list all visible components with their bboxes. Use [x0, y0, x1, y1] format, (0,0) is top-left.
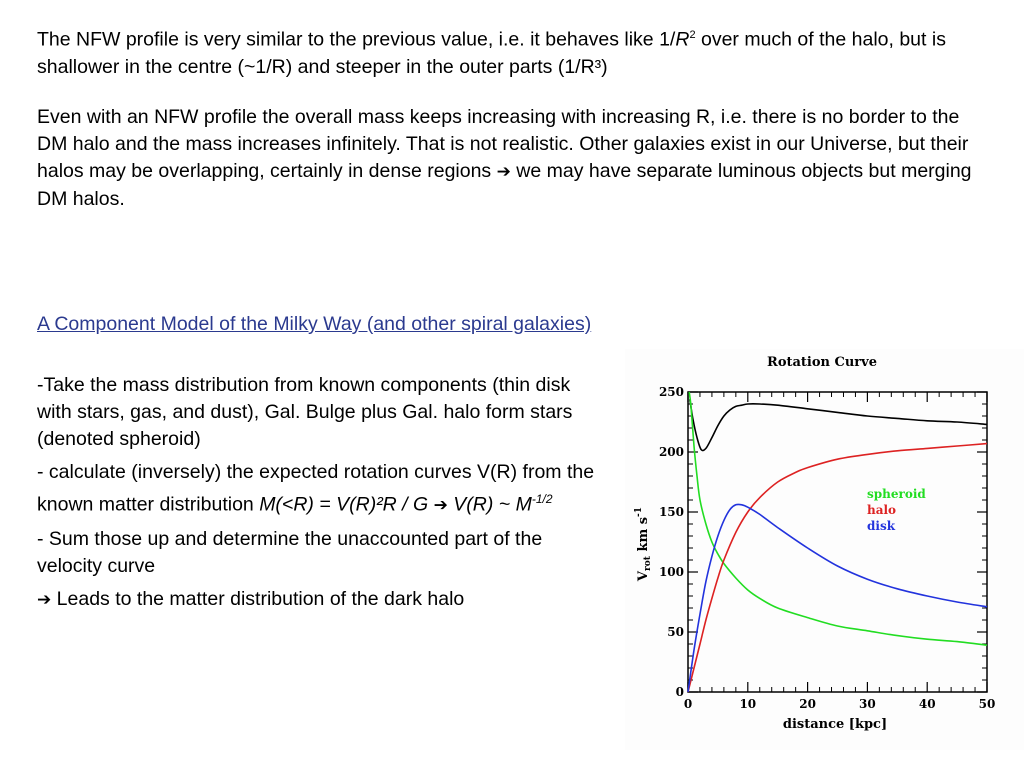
series-line-total	[689, 399, 988, 452]
x-tick-label: 40	[919, 697, 936, 711]
y-tick-label: 250	[659, 385, 684, 399]
calculate-text: - calculate (inversely) the expected rot…	[37, 461, 595, 516]
formula-exponent-value: -1/2	[531, 492, 553, 506]
y-label-main: V	[636, 570, 651, 582]
paragraph-mass-increase: Even with an NFW profile the overall mas…	[37, 104, 987, 213]
series-line-disk	[687, 503, 988, 693]
dark-halo-text: Leads to the matter distribution of the …	[51, 587, 465, 610]
nfw-text-part2: over much of the halo, but is shallower …	[37, 28, 946, 78]
chart-axes: 0 10 20 30 40 50 0 50 100 150 200 250	[659, 385, 995, 711]
paragraph-nfw-profile: The NFW profile is very similar to the p…	[37, 22, 987, 81]
x-axis-label: distance [kpc]	[783, 717, 887, 732]
y-label-units: km s	[636, 517, 651, 552]
legend-spheroid: spheroid	[867, 487, 926, 501]
r-variable: R	[675, 28, 690, 51]
formula-exponent: -1/2	[532, 492, 553, 506]
chart-series-lines	[687, 391, 988, 693]
x-tick-label: 0	[684, 697, 692, 711]
right-arrow-icon: ➔	[433, 495, 448, 516]
y-tick-label: 150	[659, 505, 684, 519]
legend-halo: halo	[867, 503, 896, 517]
formula-velocity: V(R) ~ M	[447, 493, 532, 516]
series-line-spheroid	[688, 391, 988, 646]
mass-text-part2: we may have separate luminous objects bu…	[37, 160, 972, 210]
formula-mass: M(<R) = V(R)²R / G	[259, 493, 429, 516]
plot-frame	[687, 391, 988, 693]
x-tick-label: 30	[859, 697, 876, 711]
series-line-halo	[687, 442, 988, 693]
nfw-text-part1: The NFW profile is very similar to the p…	[37, 28, 676, 51]
bullet-calculate-rotation: - calculate (inversely) the expected rot…	[37, 459, 597, 520]
y-axis-label-text: Vrot km s-1	[634, 507, 653, 582]
x-tick-label: 20	[799, 697, 816, 711]
y-tick-label: 50	[667, 625, 684, 639]
chart-legend: spheroid halo disk	[867, 487, 926, 533]
rotation-curve-chart: Rotation Curve 0 10 20 30 40 50 0 50 100 150 200 25…	[625, 349, 1024, 750]
chart-title: Rotation Curve	[767, 355, 877, 370]
y-tick-label: 0	[676, 685, 684, 699]
mass-text-part1: Even with an NFW profile the overall mas…	[37, 106, 969, 182]
right-arrow-icon: ➔	[496, 162, 511, 182]
y-label-exp: -1	[634, 507, 644, 517]
x-tick-label: 10	[739, 697, 756, 711]
bullet-list: -Take the mass distribution from known c…	[37, 372, 597, 620]
bullet-mass-distribution: -Take the mass distribution from known c…	[37, 374, 573, 450]
y-label-sub: rot	[643, 555, 653, 571]
bullet-dark-halo: ➔ Leads to the matter distribution of th…	[37, 586, 597, 614]
y-axis-label: Vrot km s-1	[634, 507, 653, 582]
section-title-link[interactable]: A Component Model of the Milky Way (and …	[37, 313, 592, 335]
right-arrow-icon: ➔	[37, 589, 52, 610]
y-tick-label: 100	[659, 565, 684, 579]
r-squared-sup: 2	[689, 29, 696, 41]
bullet-sum-up: - Sum those up and determine the unaccou…	[37, 527, 543, 577]
y-tick-label: 200	[659, 445, 684, 459]
legend-disk: disk	[867, 519, 896, 533]
x-tick-label: 50	[979, 697, 996, 711]
